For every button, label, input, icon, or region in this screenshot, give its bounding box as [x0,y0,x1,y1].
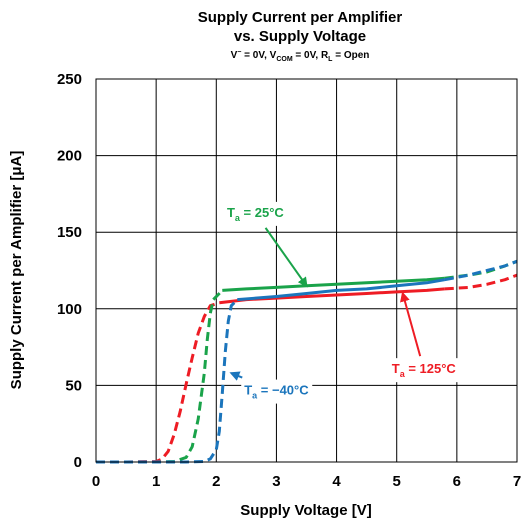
x-tick-label: 5 [393,473,401,490]
x-axis-label: Supply Voltage [V] [240,502,371,519]
series-line-solid [222,276,445,292]
plot-frame [95,78,518,463]
cond-rl-rest: = Open [332,50,369,61]
x-tick-label: 1 [152,473,160,490]
y-tick-label: 150 [57,224,82,241]
series-label-main: T [227,205,235,220]
x-tick-label: 4 [332,473,341,490]
y-tick-label: 250 [57,71,82,88]
y-tick-label: 0 [74,454,82,471]
series-label-bg [223,201,288,226]
y-tick-label: 100 [57,301,82,318]
series-line-solid [237,278,446,302]
series-label-rest: = −40°C [257,383,309,398]
series-label-sub: a [252,391,258,401]
x-tick-label: 6 [453,473,461,490]
chart-title: Supply Current per Amplifier [198,9,403,26]
series-label-main: T [244,383,252,398]
series-label-rest: = 125°C [405,361,457,376]
series-line-dashed-high [444,273,518,291]
cond-rl: R [321,50,329,61]
series-label-arrow [264,227,308,288]
series-label-sub: a [235,213,241,223]
cond-vminus-sup: − [237,49,241,56]
series-label-text: Ta = 25°C [227,205,284,223]
cond-vminus: V [231,50,238,61]
cond-vcom-rest: = 0V, [293,50,321,61]
series-layer [96,259,518,464]
x-tick-label: 0 [92,473,100,490]
series-line-dashed-high [444,259,518,282]
series-label-rest: = 25°C [240,205,284,220]
series-line-dashed-high [444,259,518,280]
series-label-arrow [229,371,243,381]
y-tick-label: 200 [57,148,82,165]
series-label-sub: a [400,369,406,379]
chart-subtitle: vs. Supply Voltage [234,28,366,45]
x-tick-label: 2 [212,473,220,490]
series-label-arrow [400,291,422,357]
series-line-dashed-low [96,301,220,464]
series-label-bg [388,358,460,383]
series-label-main: T [392,361,400,376]
series-label-bg [241,379,313,404]
chart-conditions: V− = 0V, VCOM = 0V, RL = Open [231,49,370,63]
series-label-2: Ta = −40°C [229,371,313,404]
x-tick-label: 3 [272,473,280,490]
x-tick-label: 7 [513,473,521,490]
cond-vcom: V [270,50,277,61]
annotations: Ta = 25°CTa = 125°CTa = −40°C [223,201,460,404]
ticks: 0 1 2 3 4 5 6 7 0 50 100 150 200 250 [57,71,521,490]
cond-rl-sub: L [328,56,333,63]
y-axis-label: Supply Current per Amplifier [μA] [8,151,25,390]
cond-vminus-rest: = 0V, [241,50,269,61]
series-label-1: Ta = 25°C [223,201,308,288]
grid [96,79,517,462]
series-label-0: Ta = 125°C [388,291,460,383]
cond-vcom-sub: COM [276,56,293,63]
series-label-text: Ta = 125°C [392,361,457,379]
series-label-text: Ta = −40°C [244,383,309,401]
y-tick-label: 50 [65,377,82,394]
